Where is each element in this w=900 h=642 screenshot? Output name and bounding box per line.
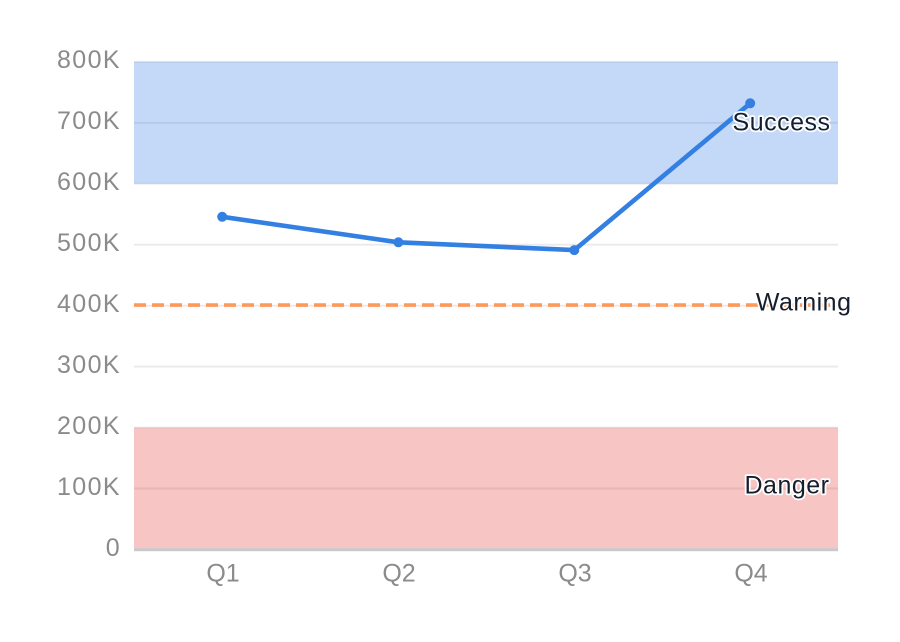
svg-text:Q1: Q1 <box>206 559 239 587</box>
svg-text:Q3: Q3 <box>558 559 591 587</box>
svg-text:0: 0 <box>106 534 121 562</box>
svg-text:600K: 600K <box>57 168 121 196</box>
svg-text:Warning: Warning <box>756 289 852 317</box>
svg-text:200K: 200K <box>57 412 121 440</box>
svg-text:300K: 300K <box>57 351 121 379</box>
svg-text:Danger: Danger <box>745 471 830 499</box>
svg-text:400K: 400K <box>57 290 121 318</box>
svg-text:Success: Success <box>733 109 831 137</box>
svg-text:500K: 500K <box>57 229 121 257</box>
svg-text:Q2: Q2 <box>382 559 415 587</box>
svg-text:Q4: Q4 <box>734 559 767 587</box>
svg-text:100K: 100K <box>57 473 121 501</box>
svg-text:700K: 700K <box>57 107 121 135</box>
svg-text:800K: 800K <box>57 46 121 74</box>
